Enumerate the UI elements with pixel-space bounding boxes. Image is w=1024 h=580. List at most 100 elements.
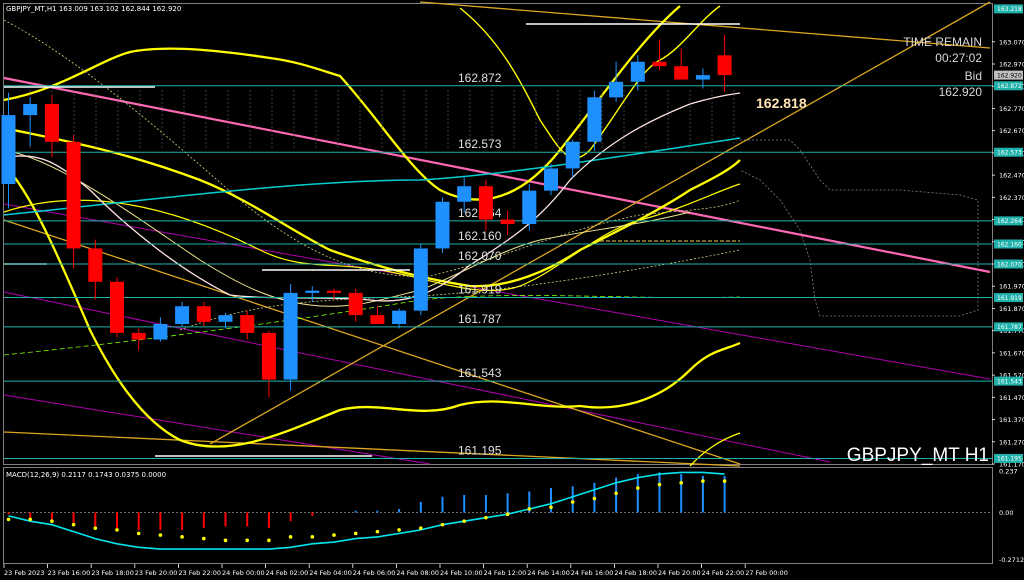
macd-signal-dot: [71, 522, 76, 527]
macd-signal-dot: [419, 526, 423, 530]
candle: [587, 90, 602, 151]
cloud-outline: [739, 139, 979, 317]
time-axis: 23 Feb 2023 23 Feb 16:00 23 Feb 18:00 23 Fe…: [3, 564, 788, 577]
candle-body: [283, 292, 298, 380]
price-tag-bg: [994, 4, 1023, 14]
price-tag-text: 161.919: [997, 295, 1022, 302]
x-tick-label: 24 Feb 04:00: [309, 569, 352, 577]
x-tick-label: 24 Feb 00:00: [222, 569, 265, 577]
level-label: 162.070: [458, 249, 502, 263]
candle-body: [500, 219, 515, 224]
macd-signal-dot: [397, 528, 401, 532]
time-remain-value: 00:27:02: [935, 51, 982, 65]
macd-signal-dot: [115, 528, 119, 532]
candle-body: [674, 66, 689, 80]
price-tag: 161.543: [994, 376, 1023, 386]
macd-signal-dot: [570, 500, 575, 504]
candle: [717, 34, 732, 92]
price-tag-bg: [994, 147, 1023, 157]
candle-body: [652, 61, 667, 67]
y-tick-label: 161.970: [999, 283, 1024, 291]
y-tick-label: 162.670: [999, 127, 1024, 135]
time-remain-label: TIME REMAIN: [903, 35, 982, 49]
x-tick-label: 24 Feb 20:00: [658, 569, 701, 577]
price-tag-text: 161.787: [997, 324, 1022, 331]
macd-signal-dot: [93, 526, 98, 530]
candle-body: [218, 315, 233, 322]
candle-body: [435, 201, 450, 249]
trend-line-purple-3: [3, 394, 431, 465]
macd-main-line: [8, 471, 725, 550]
trend-line-purple-2: [3, 291, 831, 463]
price-tag-text: 162.920: [997, 72, 1022, 79]
horizontal-levels[interactable]: 162.872162.573162.264162.160162.070161.9…: [4, 71, 992, 459]
price-tag-bg: [994, 259, 1023, 269]
candle-body: [153, 324, 168, 340]
macd-signal-dot: [657, 482, 662, 487]
x-tick-label: 23 Feb 18:00: [91, 569, 134, 577]
level-label: 161.195: [458, 443, 502, 457]
macd-signal-dot: [527, 507, 532, 511]
price-tag: 162.264: [994, 216, 1023, 226]
chart-header: GBPJPY_MT,H1 163.009 163.102 162.844 162…: [6, 5, 181, 13]
candle-body: [66, 141, 81, 249]
level-label: 161.543: [458, 366, 502, 380]
macd-signal-dot: [462, 519, 467, 523]
price-tag: 161.195: [994, 453, 1023, 463]
price-tag-bg: [994, 322, 1023, 332]
macd-y-tick-label: -0.2712: [999, 556, 1024, 564]
macd-signal-dot: [202, 536, 206, 541]
candle: [348, 288, 363, 322]
candle: [283, 284, 298, 391]
candle: [110, 277, 124, 338]
candle: [1, 92, 16, 209]
macd-y-tick-label: 0.00: [999, 509, 1013, 517]
price-tag: 161.787: [994, 322, 1023, 332]
moving-average-dotted-2: [179, 249, 741, 331]
candle: [66, 135, 81, 269]
candle: [175, 301, 190, 327]
macd-signal-dot: [310, 535, 315, 539]
macd-signal-dot: [353, 531, 358, 536]
x-tick-label: 24 Feb 12:00: [484, 569, 527, 577]
trend-line-gold-2: [3, 431, 741, 467]
x-tick-label: 24 Feb 08:00: [396, 569, 439, 577]
macd-indicator: 0.237 0.00 -0.2712: [4, 468, 1024, 564]
candle-body: [1, 115, 16, 184]
candle: [131, 328, 146, 351]
candle: [413, 244, 428, 316]
price-tag-text: 161.195: [997, 456, 1022, 463]
candle: [674, 48, 689, 80]
bid-value: 162.920: [939, 85, 983, 99]
candle-body: [240, 315, 255, 333]
moving-average-pink: [3, 92, 741, 302]
macd-y-tick-label: 0.237: [999, 468, 1018, 476]
y-tick-label: 161.570: [999, 372, 1024, 380]
level-label: 162.573: [458, 137, 502, 151]
trend-line-gold-4: [209, 1, 991, 445]
macd-signal-dot: [136, 531, 141, 536]
price-tag-bg: [994, 453, 1023, 463]
macd-signal-dot: [223, 538, 228, 543]
macd-signal-dot: [505, 512, 510, 516]
macd-signal-dot: [28, 517, 32, 522]
bollinger-upper: [3, 5, 681, 201]
candle: [23, 97, 38, 147]
candle-body: [196, 306, 211, 322]
candle: [240, 310, 255, 340]
macd-signal-dot: [6, 517, 11, 522]
candle-body: [413, 248, 428, 311]
candle: [305, 286, 320, 302]
candle: [435, 197, 450, 253]
candle-body: [544, 168, 558, 191]
macd-signal-dot: [180, 535, 184, 539]
candle: [544, 164, 558, 196]
candle: [630, 55, 645, 91]
price-tag-text: 161.543: [997, 378, 1022, 385]
x-tick-label: 23 Feb 22:00: [178, 569, 221, 577]
x-tick-label: 24 Feb 14:00: [527, 569, 570, 577]
x-tick-label: 24 Feb 10:00: [440, 569, 483, 577]
candle-body: [478, 186, 493, 220]
y-tick-label: 162.370: [999, 194, 1024, 202]
